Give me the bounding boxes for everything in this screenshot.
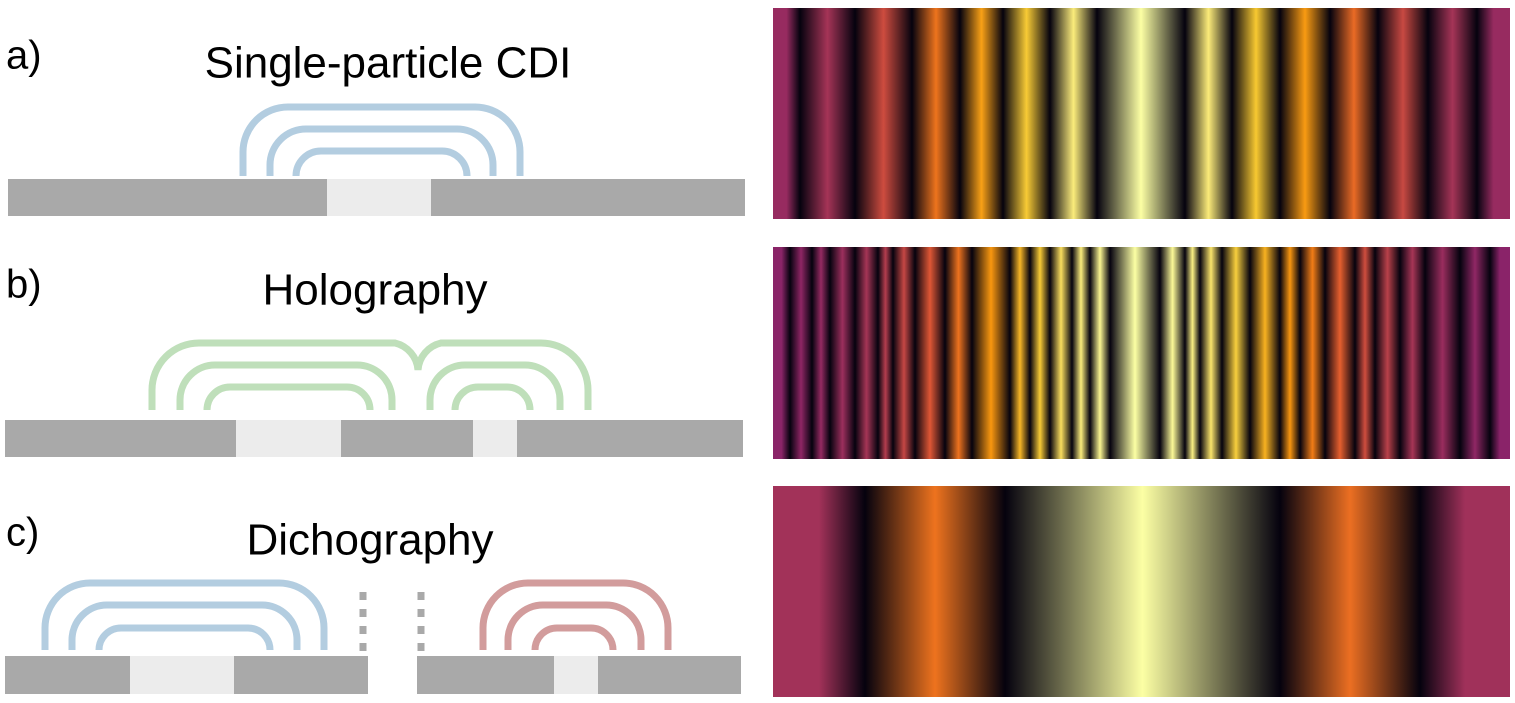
diffraction-pattern: [773, 247, 1510, 459]
wave: [504, 601, 645, 650]
wave: [531, 624, 617, 651]
wave: [479, 579, 672, 650]
mask: [5, 420, 743, 457]
wave: [292, 147, 471, 177]
wave: [95, 624, 274, 651]
wave: [68, 601, 301, 650]
wave: [148, 339, 592, 410]
aperture: [130, 656, 234, 694]
panel-title: Holography: [262, 266, 487, 315]
diffraction-pattern: [773, 8, 1510, 219]
panel-title: Single-particle CDI: [205, 39, 572, 88]
wave: [266, 125, 497, 176]
panel-label: c): [6, 511, 39, 555]
diffraction-pattern: [773, 486, 1510, 697]
wave: [451, 383, 534, 411]
panel-title: Dichography: [246, 516, 493, 565]
wave: [426, 361, 564, 410]
aperture: [554, 656, 598, 694]
wave: [239, 103, 524, 176]
wave: [203, 383, 374, 411]
aperture: [327, 179, 431, 216]
reference-aperture: [473, 420, 517, 457]
wave: [41, 579, 328, 650]
wave: [176, 361, 396, 410]
panel-label: b): [6, 263, 42, 307]
aperture: [236, 420, 341, 457]
panel-label: a): [6, 34, 42, 78]
